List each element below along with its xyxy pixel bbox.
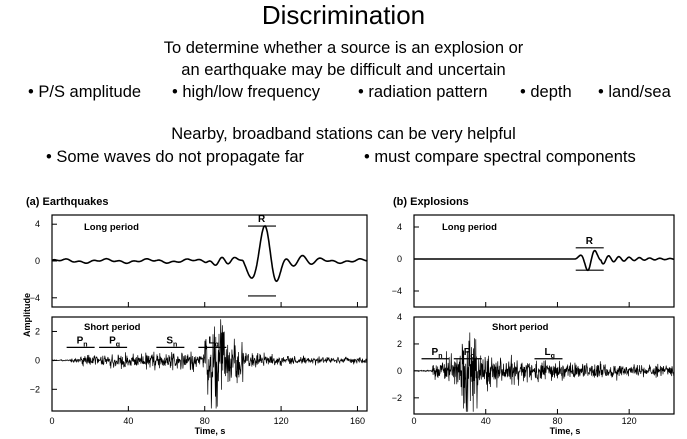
x-tick-label: 120 — [622, 416, 637, 426]
y-tick-label-expl-short: 0 — [397, 366, 402, 376]
y-tick-label-expl-long: −4 — [392, 286, 402, 296]
waveform-quake-short — [51, 319, 368, 409]
y-tick-label-expl-long: 4 — [397, 222, 402, 232]
phase-label-Pg-quake-short: Pg — [109, 335, 120, 348]
phase-label-Sn-quake-short: Sn — [166, 335, 177, 348]
subplot-label-quake-long: Long period — [84, 222, 139, 233]
x-axis-label: Time, s — [195, 426, 226, 436]
y-tick-label-quake-short: 0 — [35, 355, 40, 365]
y-tick-label-quake-short: 2 — [35, 326, 40, 336]
subplot-label-quake-short: Short period — [84, 322, 141, 333]
x-tick-label: 40 — [481, 416, 491, 426]
phase-label-Pn-expl-short: Pn — [432, 347, 443, 360]
x-tick-label: 0 — [49, 416, 54, 426]
bullet-land-sea: • land/sea — [598, 83, 671, 101]
bullet-frequency: • high/low frequency — [172, 83, 320, 101]
x-tick-label: 160 — [350, 416, 365, 426]
panel-title-explosions: (b) Explosions — [393, 196, 469, 208]
y-tick-label-expl-short: 4 — [397, 312, 402, 322]
page-title: Discrimination — [261, 0, 426, 30]
bullet-propagation: • Some waves do not propagate far — [46, 148, 305, 166]
x-tick-label: 0 — [411, 416, 416, 426]
waveform-expl-short — [413, 332, 675, 412]
x-tick-label: 40 — [123, 416, 133, 426]
intro-line-2: an earthquake may be difficult and uncer… — [181, 61, 506, 79]
y-tick-label-expl-short: 2 — [397, 339, 402, 349]
y-tick-label-expl-short: −2 — [392, 393, 402, 403]
x-tick-label: 80 — [200, 416, 210, 426]
phase-label-Lg-quake-short: Lg — [208, 335, 218, 348]
y-tick-label-quake-long: 0 — [35, 256, 40, 266]
waveform-quake-long — [51, 224, 368, 283]
subplot-label-expl-long: Long period — [442, 222, 497, 233]
panel-title-earthquakes: (a) Earthquakes — [26, 196, 109, 208]
phase-label-R-expl-long: R — [586, 236, 594, 247]
phase-label-Pn-quake-short: Pn — [77, 335, 88, 348]
waveform-expl-long — [414, 249, 675, 272]
subplot-label-expl-short: Short period — [492, 322, 549, 333]
phase-label-R-quake-long: R — [258, 214, 266, 225]
bullet-ps-amplitude: • P/S amplitude — [28, 83, 142, 101]
bullet-radiation-pattern: • radiation pattern — [358, 83, 488, 101]
bullet-spectral: • must compare spectral components — [364, 148, 636, 166]
phase-label-Pg-expl-short: Pg — [464, 347, 475, 360]
y-tick-label-quake-short: −2 — [30, 384, 40, 394]
plot-frame-quake-short — [51, 316, 368, 412]
x-axis-label: Time, s — [550, 426, 581, 436]
y-tick-label-quake-long: 4 — [35, 219, 40, 229]
plot-frame-expl-long — [413, 214, 675, 308]
y-axis-label: Amplitude — [22, 293, 32, 337]
x-tick-label: 120 — [274, 416, 289, 426]
y-tick-label-expl-long: 0 — [397, 254, 402, 264]
x-tick-label: 80 — [552, 416, 562, 426]
intro-line-3: Nearby, broadband stations can be very h… — [171, 125, 516, 143]
intro-line-1: To determine whether a source is an expl… — [163, 39, 524, 57]
y-tick-label-quake-long: −4 — [30, 293, 40, 303]
phase-label-Lg-expl-short: Lg — [544, 347, 554, 360]
bullet-depth: • depth — [520, 83, 572, 101]
